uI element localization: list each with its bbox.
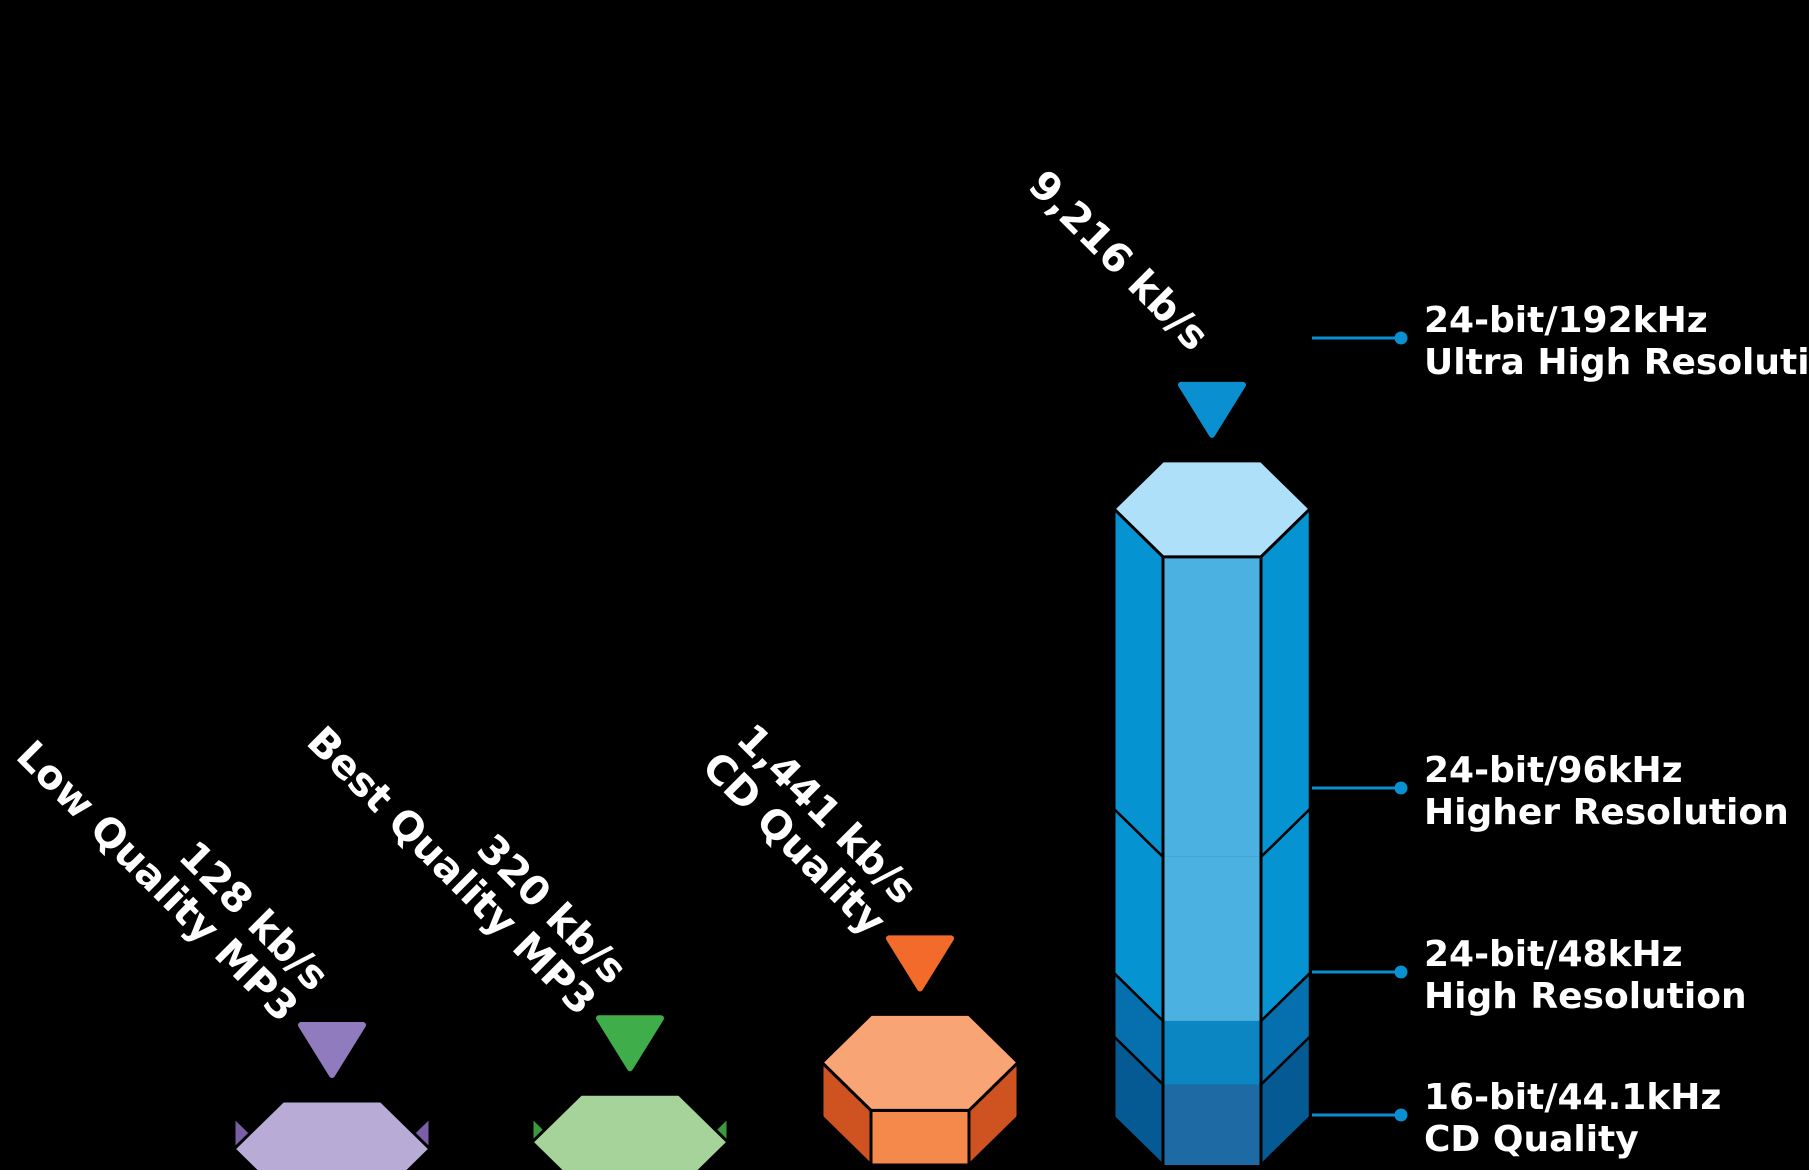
bar-4: 9,216 kb/s	[1019, 162, 1312, 1167]
column-front-segment	[1163, 556, 1261, 857]
column-front-segment	[1163, 856, 1261, 1021]
level-name-label: CD Quality	[1424, 1119, 1639, 1160]
bar-label-group: 1,441 kb/sCD Quality	[693, 715, 925, 944]
level-dot	[1394, 1108, 1408, 1122]
level-format-label: 24-bit/48kHz	[1424, 934, 1683, 975]
level-format-label: 16-bit/44.1kHz	[1424, 1077, 1721, 1118]
pointer-triangle	[298, 1022, 366, 1078]
bar-top-face	[232, 1099, 432, 1170]
bar-label-group: 9,216 kb/s	[1019, 162, 1217, 360]
column-left-segment	[1112, 507, 1165, 859]
pointer-triangle	[1178, 381, 1246, 438]
level-name-label: Ultra High Resolution	[1424, 342, 1809, 383]
level-dot	[1394, 781, 1408, 795]
bar-top-face	[1112, 459, 1312, 559]
level-dot	[1394, 331, 1408, 345]
level-name-label: High Resolution	[1424, 976, 1747, 1017]
pointer-triangle	[886, 935, 954, 992]
bar-3: 1,441 kb/sCD Quality	[693, 715, 1020, 1167]
bar-value-label: 9,216 kb/s	[1019, 162, 1217, 360]
column-front-segment	[1163, 1084, 1261, 1165]
level-format-label: 24-bit/192kHz	[1424, 300, 1708, 341]
bar-top-face	[820, 1012, 1020, 1112]
column-front-segment	[1163, 1020, 1261, 1085]
bar-name-label: Low Quality MP3	[7, 732, 306, 1031]
column-right-segment	[1259, 507, 1312, 859]
level-format-label: 24-bit/96kHz	[1424, 750, 1683, 791]
level-dot	[1394, 965, 1408, 979]
pointer-triangle	[596, 1015, 664, 1072]
bar-top-face	[530, 1092, 730, 1170]
level-name-label: Higher Resolution	[1424, 792, 1789, 833]
bar-name-label: Best Quality MP3	[298, 718, 604, 1024]
bar-front-face	[869, 1108, 971, 1167]
